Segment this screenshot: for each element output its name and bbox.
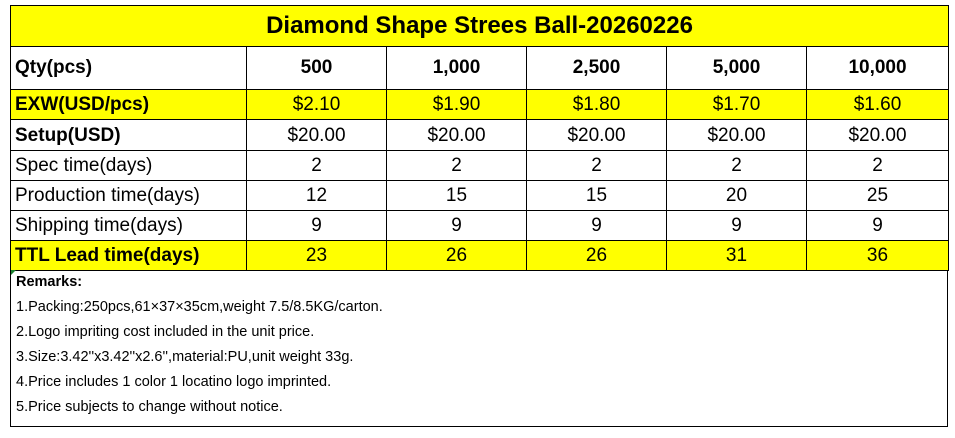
spec-row: Spec time(days) 2 2 2 2 2 — [10, 150, 949, 181]
cell-marker-icon — [11, 270, 16, 275]
spec-cell: 2 — [246, 150, 387, 181]
remark-line: 3.Size:3.42''x3.42''x2.6'',material:PU,u… — [16, 349, 354, 365]
shipping-cell: 9 — [806, 210, 949, 241]
exw-cell: $1.70 — [666, 89, 807, 120]
shipping-row: Shipping time(days) 9 9 9 9 9 — [10, 210, 949, 241]
qty-row: Qty(pcs) 500 1,000 2,500 5,000 10,000 — [10, 46, 949, 90]
remark-line: 1.Packing:250pcs,61×37×35cm,weight 7.5/8… — [16, 299, 383, 315]
ttl-cell: 26 — [386, 240, 527, 271]
remark-line: 2.Logo impriting cost included in the un… — [16, 324, 315, 340]
setup-cell: $20.00 — [666, 119, 807, 151]
shipping-cell: 9 — [386, 210, 527, 241]
row-label-ttl: TTL Lead time(days) — [10, 240, 247, 271]
row-label-shipping: Shipping time(days) — [10, 210, 247, 241]
setup-cell: $20.00 — [806, 119, 949, 151]
spec-cell: 2 — [386, 150, 527, 181]
production-cell: 15 — [526, 180, 667, 211]
production-cell: 12 — [246, 180, 387, 211]
exw-row: EXW(USD/pcs) $2.10 $1.90 $1.80 $1.70 $1.… — [10, 89, 949, 120]
shipping-cell: 9 — [526, 210, 667, 241]
row-label-exw: EXW(USD/pcs) — [10, 89, 247, 120]
qty-cell: 2,500 — [526, 46, 667, 90]
row-label-production: Production time(days) — [10, 180, 247, 211]
ttl-cell: 31 — [666, 240, 807, 271]
qty-cell: 5,000 — [666, 46, 807, 90]
remarks-title: Remarks: — [16, 274, 83, 290]
remark-line: 4.Price includes 1 color 1 locatino logo… — [16, 374, 332, 390]
spec-cell: 2 — [526, 150, 667, 181]
exw-cell: $1.80 — [526, 89, 667, 120]
remarks-box: Remarks: 1.Packing:250pcs,61×37×35cm,wei… — [10, 270, 948, 427]
qty-cell: 10,000 — [806, 46, 949, 90]
row-label-setup: Setup(USD) — [10, 119, 247, 151]
ttl-row: TTL Lead time(days) 23 26 26 31 36 — [10, 240, 949, 271]
price-table: Diamond Shape Strees Ball-20260226 Qty(p… — [10, 5, 949, 271]
exw-cell: $1.90 — [386, 89, 527, 120]
row-label-qty: Qty(pcs) — [10, 46, 247, 90]
exw-cell: $2.10 — [246, 89, 387, 120]
spec-cell: 2 — [806, 150, 949, 181]
production-row: Production time(days) 12 15 15 20 25 — [10, 180, 949, 211]
ttl-cell: 23 — [246, 240, 387, 271]
quote-sheet: Diamond Shape Strees Ball-20260226 Qty(p… — [10, 5, 949, 427]
ttl-cell: 26 — [526, 240, 667, 271]
shipping-cell: 9 — [246, 210, 387, 241]
ttl-cell: 36 — [806, 240, 949, 271]
production-cell: 15 — [386, 180, 527, 211]
production-cell: 20 — [666, 180, 807, 211]
production-cell: 25 — [806, 180, 949, 211]
shipping-cell: 9 — [666, 210, 807, 241]
setup-cell: $20.00 — [246, 119, 387, 151]
remark-line: 5.Price subjects to change without notic… — [16, 399, 283, 415]
exw-cell: $1.60 — [806, 89, 949, 120]
setup-cell: $20.00 — [386, 119, 527, 151]
row-label-spec: Spec time(days) — [10, 150, 247, 181]
setup-cell: $20.00 — [526, 119, 667, 151]
qty-cell: 500 — [246, 46, 387, 90]
qty-cell: 1,000 — [386, 46, 527, 90]
title-row: Diamond Shape Strees Ball-20260226 — [10, 5, 949, 47]
setup-row: Setup(USD) $20.00 $20.00 $20.00 $20.00 $… — [10, 119, 949, 151]
sheet-title: Diamond Shape Strees Ball-20260226 — [10, 5, 949, 47]
spec-cell: 2 — [666, 150, 807, 181]
